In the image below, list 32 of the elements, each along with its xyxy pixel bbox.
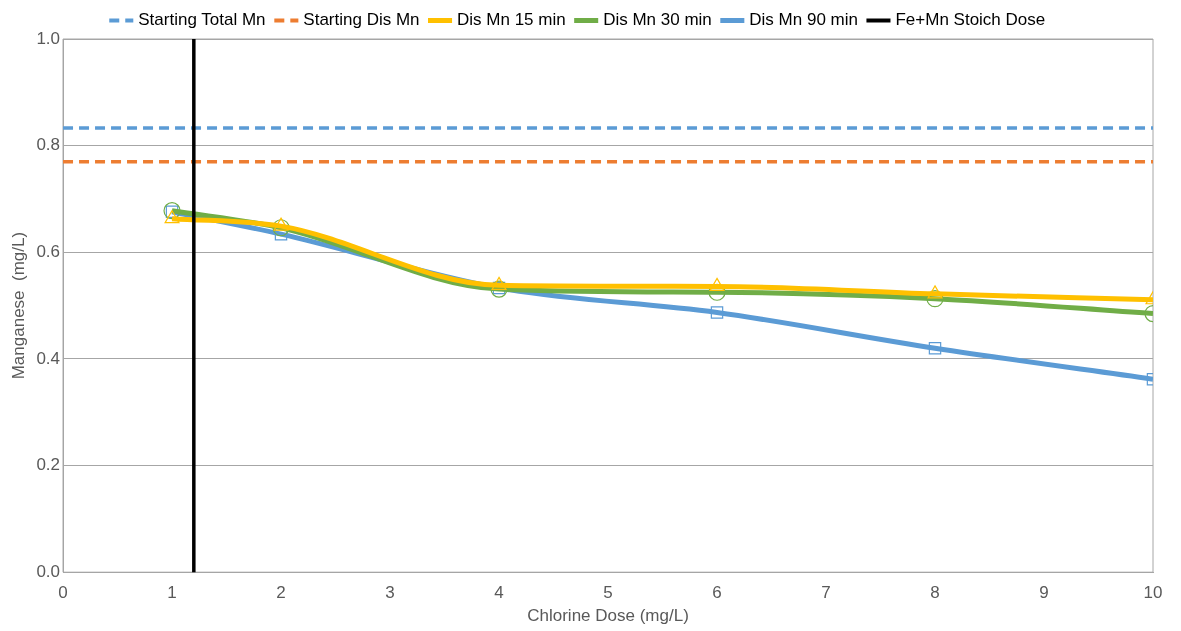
point xyxy=(710,306,724,319)
x-tick-label: 10 xyxy=(1143,583,1163,603)
x-axis-title: Chlorine Dose (mg/L) xyxy=(527,606,689,626)
x-tick-label: 9 xyxy=(1039,583,1049,603)
y-tick-label: 1.0 xyxy=(36,28,61,48)
legend-label: Starting Dis Mn xyxy=(303,10,420,30)
legend-label: Fe+Mn Stoich Dose xyxy=(895,10,1046,30)
point xyxy=(273,217,289,231)
legend-label: Dis Mn 30 min xyxy=(603,10,712,30)
x-tick-label: 5 xyxy=(603,583,613,603)
legend-label: Dis Mn 90 min xyxy=(749,10,858,30)
x-tick-label: 0 xyxy=(58,583,68,603)
y-tick-label: 0.2 xyxy=(36,455,61,475)
y-tick-label: 0.4 xyxy=(36,348,61,368)
y-axis-title: Manganese (mg/L) xyxy=(8,231,28,380)
x-tick-label: 1 xyxy=(167,583,177,603)
x-tick-label: 6 xyxy=(712,583,722,603)
x-tick-label: 8 xyxy=(930,583,940,603)
point xyxy=(928,342,942,355)
y-tick-label: 0.8 xyxy=(36,135,61,155)
point xyxy=(164,210,180,224)
point xyxy=(491,276,507,290)
x-tick-label: 4 xyxy=(494,583,504,603)
legend-label: Starting Total Mn xyxy=(138,10,266,30)
y-tick-label: 0.0 xyxy=(36,561,61,581)
y-tick-label: 0.6 xyxy=(36,241,61,261)
x-tick-label: 7 xyxy=(821,583,831,603)
x-tick-label: 3 xyxy=(385,583,395,603)
point xyxy=(709,277,725,291)
legend-label: Dis Mn 15 min xyxy=(457,10,566,30)
x-tick-label: 2 xyxy=(276,583,286,603)
point xyxy=(927,285,943,299)
